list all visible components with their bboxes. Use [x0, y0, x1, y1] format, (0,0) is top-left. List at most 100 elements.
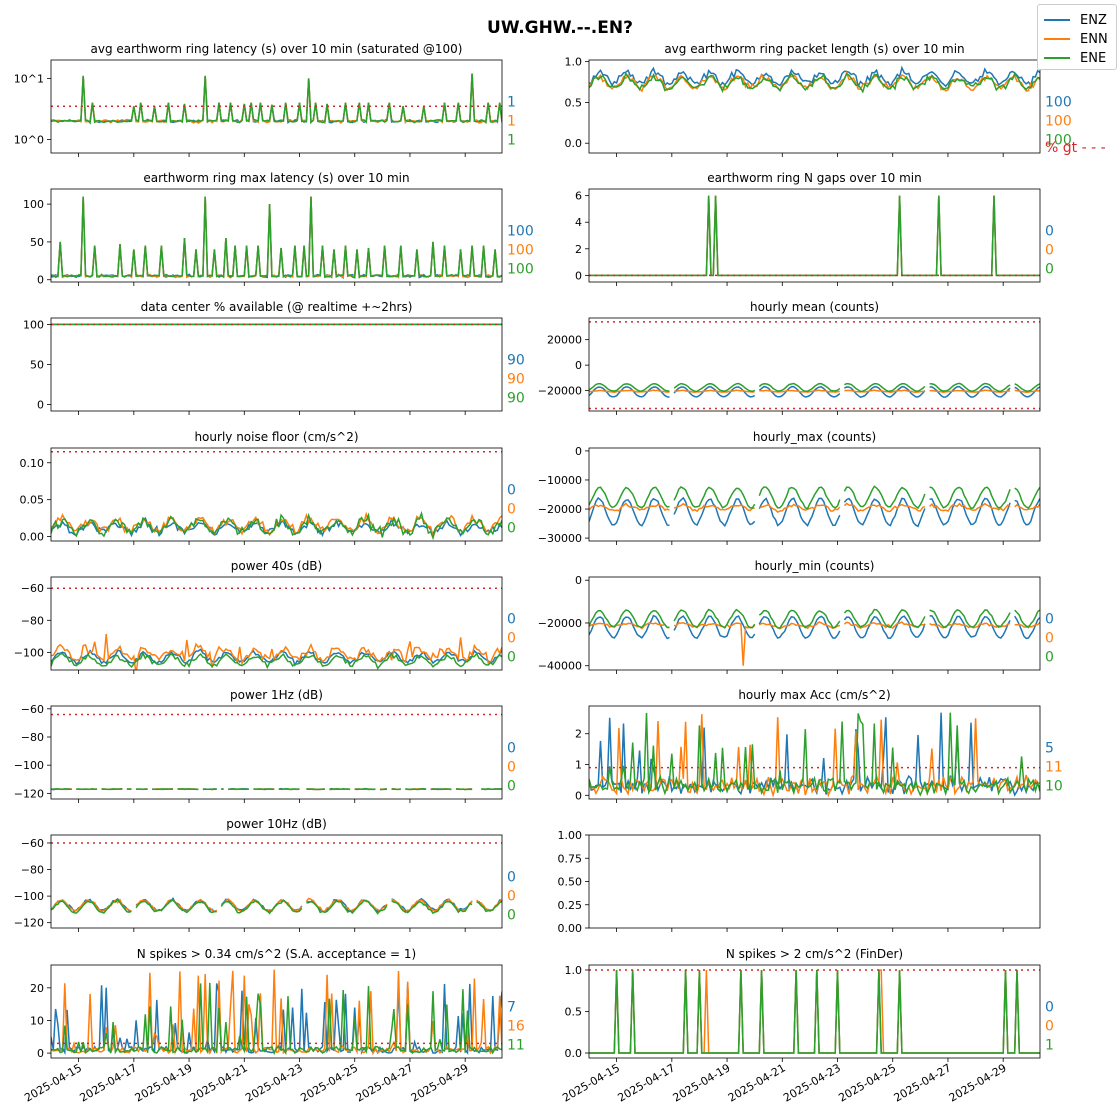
- right-count-enn: 0: [507, 889, 516, 905]
- axes-frame: [50, 576, 503, 671]
- right-count-ene: 0: [1045, 650, 1054, 666]
- x-tick-label: 2025-04-17: [615, 1061, 677, 1104]
- subplot-latency_max: earthworm ring max latency (s) over 10 m…: [23, 171, 534, 287]
- y-tick-label: 0: [575, 789, 582, 802]
- series-line-enn: [589, 389, 1040, 394]
- right-count-enz: 0: [507, 612, 516, 628]
- subplot-title: data center % available (@ realtime +~2h…: [141, 300, 413, 314]
- right-count-enz: 0: [1045, 612, 1054, 628]
- series-line-enn: [51, 634, 502, 670]
- right-count-enz: 0: [507, 483, 516, 499]
- right-count-enn: 16: [507, 1019, 525, 1035]
- y-tick-label: 4: [575, 216, 582, 229]
- subplot-noise_floor: hourly noise floor (cm/s^2) 0.00 0.05 0.10 0…: [20, 430, 516, 545]
- right-count-enn: 0: [1045, 631, 1054, 647]
- y-tick-label: −60: [21, 837, 44, 850]
- right-count-enn: 11: [1045, 760, 1063, 776]
- x-tick-label: 2025-04-15: [560, 1061, 622, 1104]
- y-tick-label: 0.00: [20, 531, 45, 544]
- series-group: [589, 608, 1040, 666]
- series-line-ene: [589, 969, 1040, 1054]
- y-tick-label: 2: [575, 243, 582, 256]
- right-count-enz: 90: [507, 353, 525, 369]
- right-count-enn: 100: [507, 243, 534, 259]
- right-count-ene: 1: [1045, 1038, 1054, 1054]
- right-count-enz: 0: [507, 741, 516, 757]
- y-tick-label: 0.00: [558, 922, 583, 935]
- axes-frame: [588, 317, 1041, 412]
- y-tick-label: 10^0: [14, 133, 44, 146]
- y-tick-label: 0.25: [558, 899, 583, 912]
- series-group: [51, 73, 502, 125]
- series-line-enz: [589, 496, 1040, 528]
- x-tick-label: 2025-04-25: [836, 1061, 898, 1104]
- y-tick-label: 0.05: [20, 494, 45, 507]
- y-tick-label: −10000: [538, 474, 582, 487]
- axes-frame: [588, 188, 1041, 283]
- series-line-ene: [589, 195, 1040, 277]
- series-line-enn: [51, 969, 502, 1056]
- series-line-enz: [589, 195, 1040, 277]
- series-line-ene: [51, 73, 502, 125]
- x-tick-label: 2025-04-15: [22, 1061, 84, 1104]
- subplot-spikes_034: N spikes > 0.34 cm/s^2 (S.A. acceptance …: [22, 947, 525, 1105]
- x-tick-label: 2025-04-23: [243, 1061, 305, 1104]
- axes-frame: [588, 59, 1041, 154]
- axes-frame: [50, 705, 503, 800]
- y-tick-label: 6: [575, 190, 582, 203]
- y-tick-label: −80: [21, 731, 44, 744]
- series-line-enn: [51, 73, 502, 125]
- subplot-hourly_mean: hourly mean (counts) −20000 0 20000: [538, 300, 1041, 415]
- x-tick-label: 2025-04-19: [671, 1061, 733, 1104]
- subplot-title: N spikes > 0.34 cm/s^2 (S.A. acceptance …: [137, 947, 416, 961]
- figure-title: UW.GHW.--.EN?: [487, 18, 633, 38]
- subplot-title: power 10Hz (dB): [226, 817, 327, 831]
- axes-frame: [50, 447, 503, 542]
- series-line-ene: [589, 382, 1040, 393]
- subplot-latency_avg: avg earthworm ring latency (s) over 10 m…: [14, 42, 516, 157]
- right-count-enn: 1: [507, 114, 516, 130]
- series-line-ene: [51, 510, 502, 541]
- subplot-title: hourly max Acc (cm/s^2): [738, 688, 890, 702]
- subplot-n_gaps: earthworm ring N gaps over 10 min 0 2 4 6 0 0 0: [575, 171, 1054, 286]
- series-group: [51, 510, 502, 541]
- series-line-enz: [589, 65, 1040, 89]
- y-tick-label: 0.5: [565, 1006, 583, 1019]
- pct-gt-label: % gt - - -: [1045, 140, 1106, 156]
- y-tick-label: −120: [14, 787, 44, 800]
- right-count-enn: 100: [1045, 114, 1072, 130]
- x-tick-label: 2025-04-27: [354, 1061, 416, 1104]
- right-count-enz: 0: [507, 870, 516, 886]
- right-count-ene: 0: [1045, 262, 1054, 278]
- series-group: [51, 196, 502, 280]
- subplot-title: hourly_min (counts): [755, 559, 875, 573]
- right-count-ene: 0: [507, 650, 516, 666]
- right-count-enn: 0: [507, 760, 516, 776]
- series-line-enn: [589, 502, 1040, 514]
- right-count-enn: 90: [507, 372, 525, 388]
- right-count-ene: 0: [507, 779, 516, 795]
- y-tick-label: −100: [14, 890, 44, 903]
- subplot-title: power 40s (dB): [231, 559, 322, 573]
- legend-label-ene: ENE: [1080, 50, 1107, 66]
- series-line-enn: [589, 195, 1040, 277]
- subplot-packet_len: avg earthworm ring packet length (s) ove…: [565, 42, 1106, 157]
- y-tick-label: 0: [575, 359, 582, 372]
- series-group: [589, 485, 1040, 528]
- y-tick-label: 2: [575, 728, 582, 741]
- series-line-ene: [589, 485, 1040, 510]
- legend-label-enz: ENZ: [1080, 12, 1107, 28]
- x-tick-label: 2025-04-21: [726, 1061, 788, 1104]
- series-group: [589, 969, 1040, 1054]
- legend-item-ene: ENE: [1044, 49, 1106, 67]
- right-count-enn: 0: [1045, 243, 1054, 259]
- x-tick-label: 2025-04-23: [781, 1061, 843, 1104]
- y-tick-label: −80: [21, 614, 44, 627]
- y-tick-label: −20000: [538, 503, 582, 516]
- subplot-spikes_2: N spikes > 2 cm/s^2 (FinDer) 0.0 0.5 1.0 202…: [560, 947, 1054, 1105]
- series-line-ene: [51, 651, 502, 670]
- subplot-title: power 1Hz (dB): [230, 688, 323, 702]
- series-line-enz: [589, 614, 1040, 640]
- series-line-enn: [589, 621, 1040, 666]
